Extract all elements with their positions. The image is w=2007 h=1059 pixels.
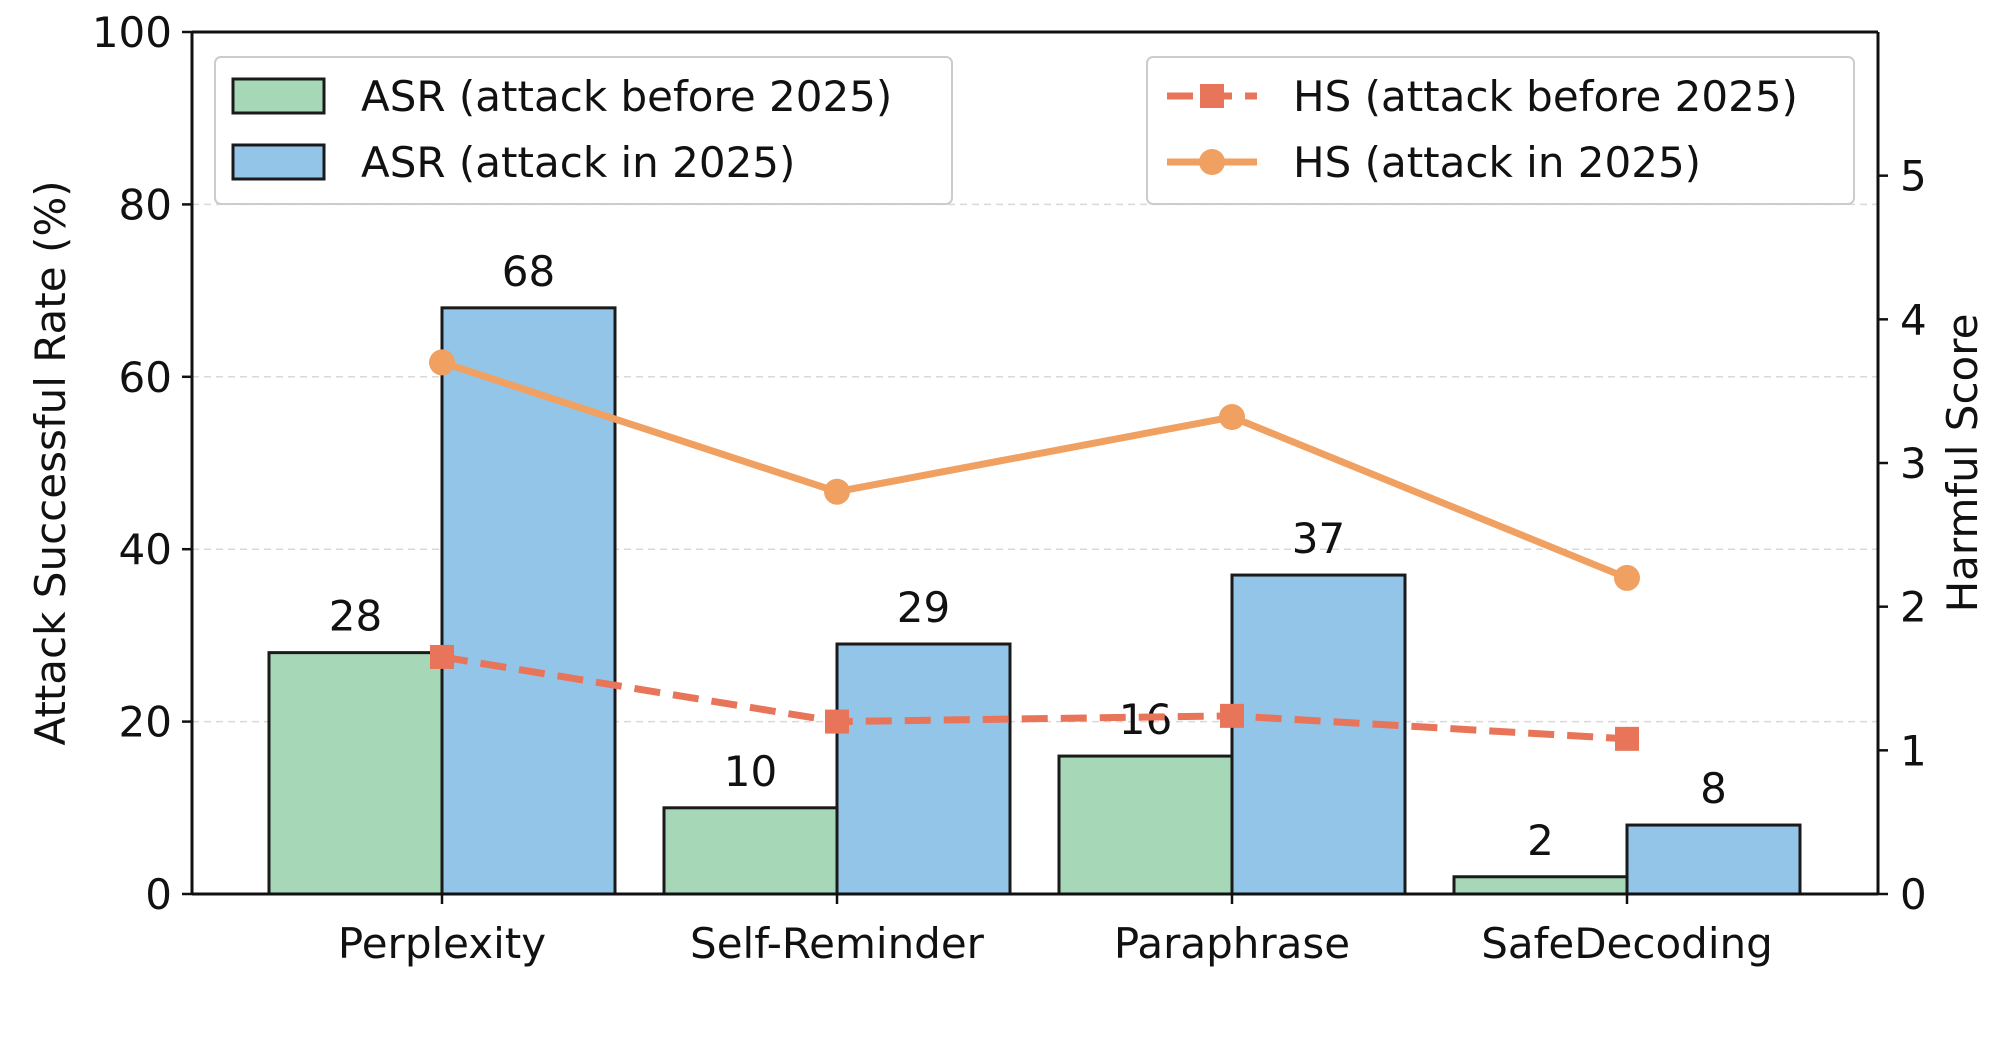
y-tick-label: 40 — [119, 525, 172, 574]
legend-marker — [1199, 149, 1225, 175]
line-marker — [825, 709, 849, 734]
bar-value-label: 29 — [897, 583, 950, 632]
bar-value-label: 2 — [1527, 816, 1554, 865]
bar — [440, 306, 617, 896]
bar — [1452, 875, 1629, 896]
bar-value-label: 28 — [329, 592, 382, 641]
line-marker — [824, 478, 850, 505]
x-tick-label: Paraphrase — [1114, 919, 1350, 968]
legend-box — [214, 56, 953, 205]
x-tick-label: SafeDecoding — [1481, 919, 1773, 968]
y-tick-label: 60 — [119, 353, 172, 402]
y-axis-title: Attack Successful Rate (%) — [26, 180, 75, 745]
bar — [835, 642, 1012, 896]
x-tick-label: Perplexity — [338, 919, 546, 968]
bar — [267, 651, 444, 896]
y2-axis-title: Harmful Score — [1938, 314, 1987, 613]
legend-marker — [1200, 84, 1224, 108]
line-marker — [1614, 564, 1640, 591]
legend-lines: HS (attack before 2025) HS (attack in 202… — [1146, 56, 1855, 205]
x-tick-label: Self-Reminder — [690, 919, 985, 968]
legend-label: HS (attack in 2025) — [1293, 138, 1701, 187]
y2-tick-label: 4 — [1900, 295, 1927, 344]
line-marker — [1219, 404, 1245, 431]
y2-tick-label: 2 — [1900, 583, 1927, 632]
y2-tick-label: 3 — [1900, 439, 1927, 488]
y-tick-label: 20 — [119, 698, 172, 747]
bar — [662, 806, 839, 896]
y-tick-label: 100 — [92, 8, 172, 57]
bar-value-label: 8 — [1700, 764, 1727, 813]
y2-tick-label: 0 — [1900, 870, 1927, 919]
bar-value-label: 10 — [724, 747, 777, 796]
legend-swatch — [231, 77, 326, 115]
y-tick-label: 0 — [145, 870, 172, 919]
series-line — [440, 359, 1629, 582]
line-marker — [1220, 703, 1244, 728]
line-marker — [429, 349, 455, 376]
y2-tick-label: 1 — [1900, 726, 1927, 775]
series-line — [441, 653, 1628, 743]
legend-label: ASR (attack before 2025) — [361, 72, 892, 121]
legend-label: HS (attack before 2025) — [1293, 72, 1798, 121]
line-marker — [1615, 726, 1639, 751]
legend-swatch — [231, 143, 326, 181]
y2-tick-label: 5 — [1900, 152, 1927, 201]
bar — [1230, 573, 1407, 896]
bar — [1625, 823, 1802, 896]
legend-bars: ASR (attack before 2025) ASR (attack in 2… — [214, 56, 953, 205]
bar — [1057, 754, 1234, 896]
line-marker — [430, 644, 454, 669]
y-tick-label: 80 — [119, 180, 172, 229]
legend-label: ASR (attack in 2025) — [361, 138, 795, 187]
legend-box — [1146, 56, 1855, 205]
bar-value-label: 37 — [1292, 514, 1345, 563]
bar-value-label: 68 — [502, 247, 555, 296]
